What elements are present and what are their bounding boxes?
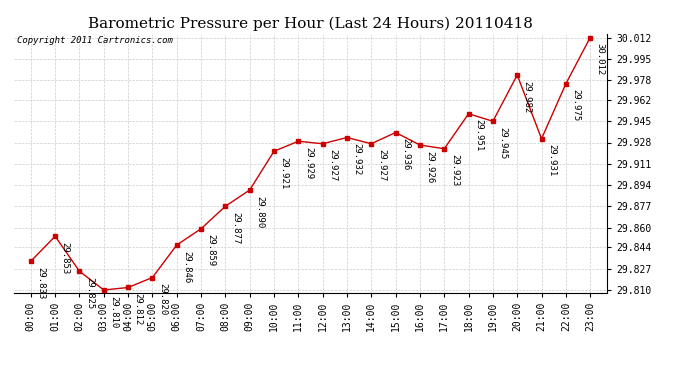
Text: 29.951: 29.951	[474, 119, 483, 152]
Text: 29.929: 29.929	[304, 147, 313, 179]
Text: 29.923: 29.923	[450, 154, 459, 186]
Text: 29.982: 29.982	[523, 81, 532, 113]
Text: 29.921: 29.921	[279, 157, 288, 189]
Text: 29.975: 29.975	[571, 89, 580, 122]
Text: 29.820: 29.820	[158, 283, 167, 315]
Text: 29.859: 29.859	[206, 234, 215, 267]
Text: 29.932: 29.932	[353, 143, 362, 175]
Text: 29.810: 29.810	[109, 296, 119, 328]
Text: 29.812: 29.812	[134, 293, 143, 325]
Text: 29.853: 29.853	[61, 242, 70, 274]
Text: 29.945: 29.945	[498, 127, 507, 159]
Text: 29.846: 29.846	[182, 251, 191, 283]
Text: 29.890: 29.890	[255, 195, 264, 228]
Title: Barometric Pressure per Hour (Last 24 Hours) 20110418: Barometric Pressure per Hour (Last 24 Ho…	[88, 17, 533, 31]
Text: 29.926: 29.926	[426, 150, 435, 183]
Text: 29.833: 29.833	[37, 267, 46, 299]
Text: Copyright 2011 Cartronics.com: Copyright 2011 Cartronics.com	[17, 36, 172, 45]
Text: 29.927: 29.927	[328, 149, 337, 182]
Text: 29.927: 29.927	[377, 149, 386, 182]
Text: 29.931: 29.931	[547, 144, 556, 177]
Text: 29.825: 29.825	[85, 277, 94, 309]
Text: 29.877: 29.877	[231, 212, 240, 244]
Text: 30.012: 30.012	[595, 43, 604, 75]
Text: 29.936: 29.936	[401, 138, 410, 170]
